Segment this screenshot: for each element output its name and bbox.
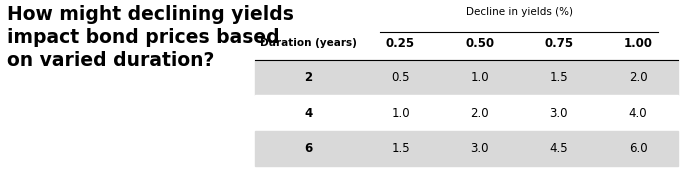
Text: 1.0: 1.0 xyxy=(471,71,489,84)
Text: 0.5: 0.5 xyxy=(392,71,410,84)
Text: 1.5: 1.5 xyxy=(391,142,410,155)
Text: 2.0: 2.0 xyxy=(471,107,489,120)
Text: 2.0: 2.0 xyxy=(629,71,648,84)
Text: 4: 4 xyxy=(304,107,313,120)
Text: 1.00: 1.00 xyxy=(624,37,652,50)
Bar xyxy=(255,131,678,166)
Bar xyxy=(255,95,678,131)
Text: Decline in yields (%): Decline in yields (%) xyxy=(466,7,573,17)
Text: 3.0: 3.0 xyxy=(471,142,489,155)
Text: 1.0: 1.0 xyxy=(391,107,410,120)
Text: 1.5: 1.5 xyxy=(550,71,568,84)
Text: 0.75: 0.75 xyxy=(544,37,573,50)
Text: 3.0: 3.0 xyxy=(550,107,568,120)
Text: 0.50: 0.50 xyxy=(465,37,494,50)
Text: How might declining yields
impact bond prices based
on varied duration?: How might declining yields impact bond p… xyxy=(7,5,294,70)
Text: 6.0: 6.0 xyxy=(629,142,648,155)
Text: 2: 2 xyxy=(304,71,312,84)
Text: 6: 6 xyxy=(304,142,313,155)
Text: 4.0: 4.0 xyxy=(629,107,648,120)
Text: 0.25: 0.25 xyxy=(386,37,415,50)
Text: Duration (years): Duration (years) xyxy=(259,38,357,48)
Text: 4.5: 4.5 xyxy=(550,142,568,155)
Bar xyxy=(255,60,678,95)
